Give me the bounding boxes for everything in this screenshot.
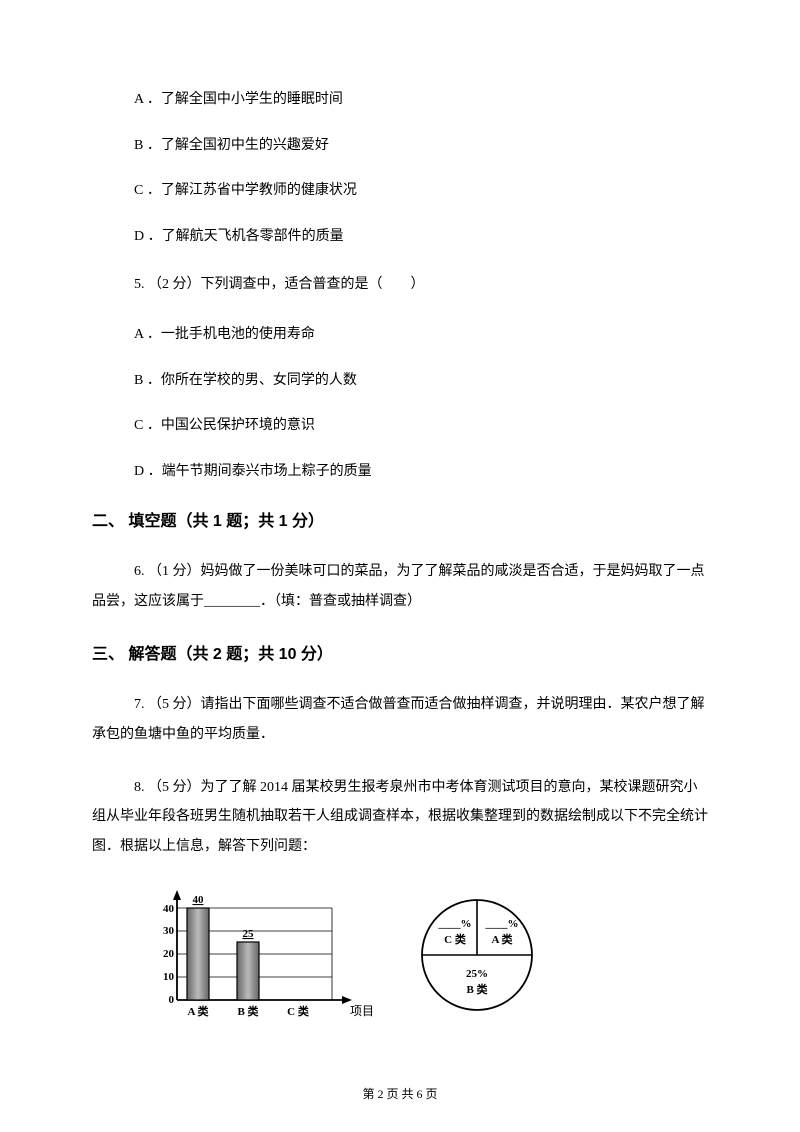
q5-option-b: B ．你所在学校的男、女同学的人数 xyxy=(92,371,708,391)
option-c: C ．了解江苏省中学教师的健康状况 xyxy=(92,181,708,201)
option-a: A ．了解全国中小学生的睡眠时间 xyxy=(92,90,708,110)
pie-a-label: A 类 xyxy=(491,932,513,946)
bar-chart: 0 10 20 30 40 40 25 xyxy=(152,885,377,1025)
x-axis-label: 项目 xyxy=(350,1004,374,1018)
bar-b xyxy=(237,942,259,1000)
bar-c-label: C 类 xyxy=(287,1004,310,1018)
ytick-30: 30 xyxy=(163,925,175,937)
bar-b-value: 25 xyxy=(243,928,255,940)
charts-row: 0 10 20 30 40 40 25 xyxy=(152,885,708,1025)
q5-option-a: A ．一批手机电池的使用寿命 xyxy=(92,325,708,345)
option-d: D ．了解航天飞机各零部件的质量 xyxy=(92,227,708,247)
ytick-0: 0 xyxy=(169,994,175,1006)
page-footer: 第 2 页 共 6 页 xyxy=(0,1085,800,1102)
pie-b-pct: 25% xyxy=(466,968,488,980)
question-8: 8. （5 分）为了了解 2014 届某校男生报考泉州市中考体育测试项目的意向，… xyxy=(92,773,708,861)
bar-a-value: 40 xyxy=(193,894,205,906)
question-5-stem: 5. （2 分）下列调查中，适合普查的是（ ） xyxy=(92,272,708,299)
ytick-40: 40 xyxy=(163,903,175,915)
ytick-20: 20 xyxy=(163,948,175,960)
pie-chart: ____% C 类 ____% A 类 25% B 类 xyxy=(407,885,547,1025)
ytick-10: 10 xyxy=(163,971,175,983)
q5-option-d: D ．端午节期间泰兴市场上粽子的质量 xyxy=(92,462,708,482)
bar-a-label: A 类 xyxy=(187,1004,209,1018)
option-b: B ．了解全国初中生的兴趣爱好 xyxy=(92,136,708,156)
bar-b-label: B 类 xyxy=(237,1004,259,1018)
pie-c-label: C 类 xyxy=(444,932,467,946)
q5-option-c: C ．中国公民保护环境的意识 xyxy=(92,416,708,436)
question-7: 7. （5 分）请指出下面哪些调查不适合做普查而适合做抽样调查，并说明理由．某农… xyxy=(92,690,708,749)
pie-c-pct: ____% xyxy=(438,918,472,930)
pie-a-pct: ____% xyxy=(485,918,519,930)
bar-a xyxy=(187,908,209,1000)
question-6: 6. （1 分）妈妈做了一份美味可口的菜品，为了了解菜品的咸淡是否合适，于是妈妈… xyxy=(92,557,708,616)
section-3-title: 三、 解答题（共 2 题；共 10 分） xyxy=(92,640,708,664)
pie-b-label: B 类 xyxy=(466,982,488,996)
section-2-title: 二、 填空题（共 1 题；共 1 分） xyxy=(92,507,708,531)
